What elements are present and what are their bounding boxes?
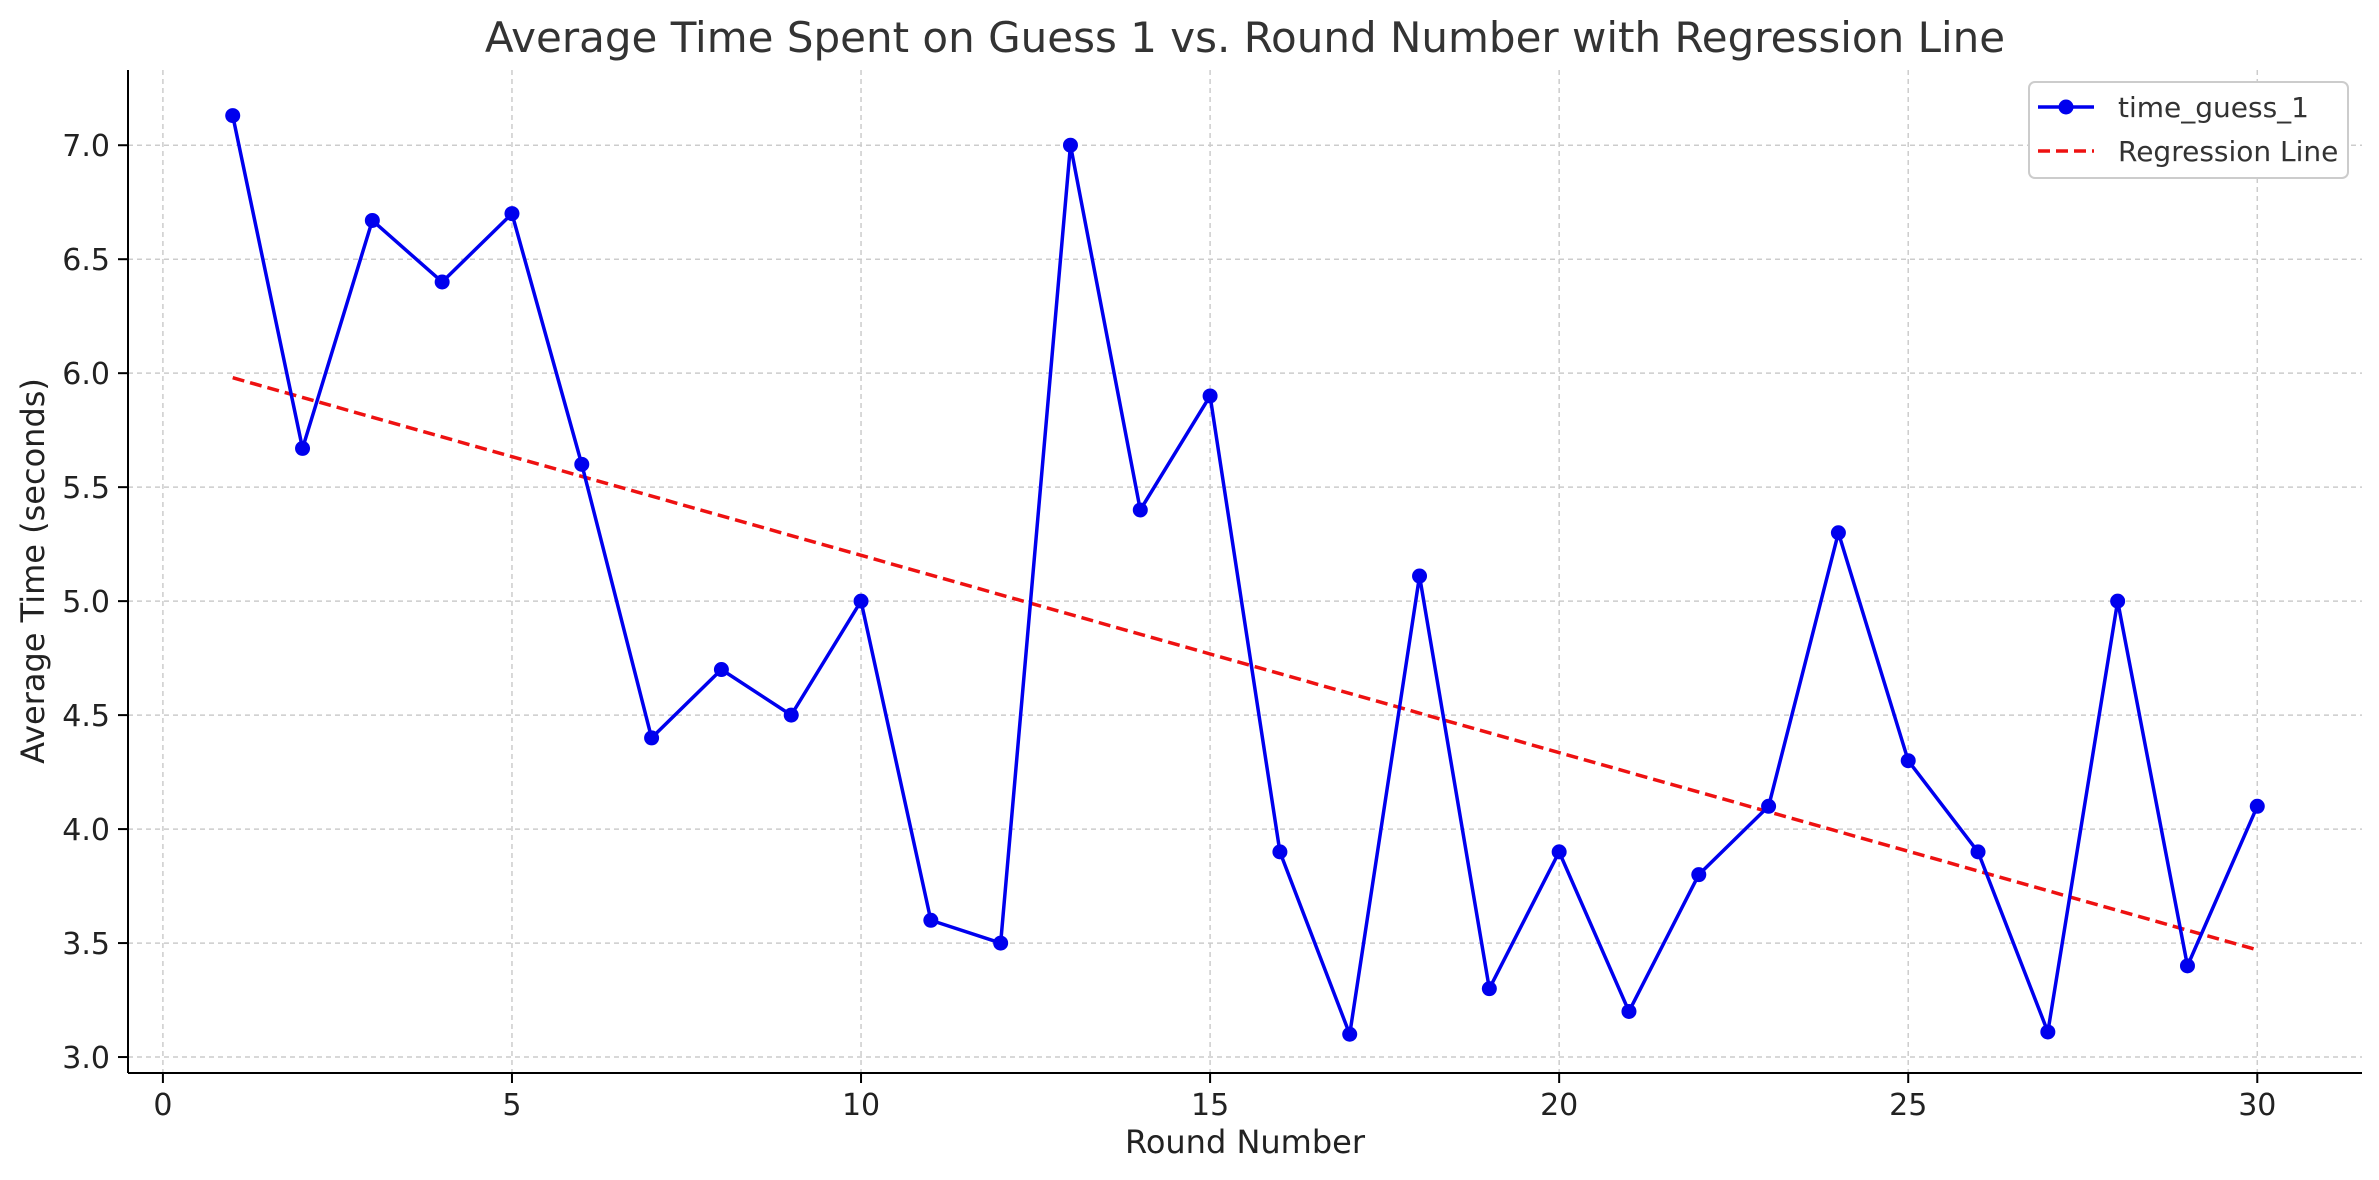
- y-tick-label: 3.0: [62, 1041, 110, 1076]
- legend-marker-time-guess-1: [2058, 99, 2074, 115]
- data-point: [2179, 958, 2195, 974]
- y-tick-label: 6.0: [62, 357, 110, 392]
- data-point: [1342, 1026, 1358, 1042]
- data-point: [2249, 798, 2265, 814]
- grid: [128, 70, 2362, 1073]
- series-layer: [225, 108, 2265, 1042]
- y-tick-label: 7.0: [62, 129, 110, 164]
- data-point: [713, 662, 729, 678]
- x-tick-label: 30: [2238, 1088, 2276, 1123]
- legend-label-time-guess-1: time_guess_1: [2118, 91, 2309, 124]
- y-axis-label: Average Time (seconds): [14, 378, 52, 764]
- data-point: [574, 456, 590, 472]
- data-point: [853, 593, 869, 609]
- data-point: [1761, 798, 1777, 814]
- data-point: [1551, 844, 1567, 860]
- data-point: [1412, 568, 1428, 584]
- chart-title: Average Time Spent on Guess 1 vs. Round …: [485, 13, 2005, 62]
- data-point: [1062, 137, 1078, 153]
- data-point: [434, 274, 450, 290]
- data-point: [993, 935, 1009, 951]
- data-point: [504, 206, 520, 222]
- series-line-time-guess-1: [231, 115, 2259, 1036]
- data-point: [1621, 1003, 1637, 1019]
- y-tick-label: 4.5: [62, 699, 110, 734]
- y-tick-label: 5.5: [62, 471, 110, 506]
- x-tick-label: 10: [842, 1088, 880, 1123]
- x-tick-label: 0: [153, 1088, 172, 1123]
- legend-label-regression: Regression Line: [2118, 135, 2338, 168]
- x-axis-label: Round Number: [1125, 1123, 1366, 1161]
- data-point: [1132, 502, 1148, 518]
- x-ticks: 0 5 10 15 20 25 30: [153, 1073, 2276, 1123]
- data-point: [1481, 981, 1497, 997]
- data-point: [1272, 844, 1288, 860]
- x-tick-label: 15: [1191, 1088, 1229, 1123]
- data-point: [225, 108, 241, 124]
- y-tick-label: 4.0: [62, 813, 110, 848]
- data-point: [923, 912, 939, 928]
- data-point: [2040, 1024, 2056, 1040]
- y-tick-label: 6.5: [62, 243, 110, 278]
- data-point: [2110, 593, 2126, 609]
- x-tick-label: 20: [1540, 1088, 1578, 1123]
- data-point: [644, 730, 660, 746]
- data-point: [1202, 388, 1218, 404]
- legend-box: [2028, 81, 2349, 179]
- data-point: [1691, 867, 1707, 883]
- regression-line: [232, 376, 2258, 952]
- data-point: [1900, 753, 1916, 769]
- y-tick-label: 3.5: [62, 927, 110, 962]
- data-point: [783, 707, 799, 723]
- x-tick-label: 25: [1889, 1088, 1927, 1123]
- data-point: [1830, 525, 1846, 541]
- data-point: [295, 440, 311, 456]
- legend: time_guess_1 Regression Line: [2028, 81, 2349, 179]
- y-tick-label: 5.0: [62, 585, 110, 620]
- x-tick-label: 5: [502, 1088, 521, 1123]
- data-point: [364, 212, 380, 228]
- data-point: [1970, 844, 1986, 860]
- y-ticks: 3.0 3.5 4.0 4.5 5.0 5.5 6.0 6.5 7.0: [62, 129, 128, 1076]
